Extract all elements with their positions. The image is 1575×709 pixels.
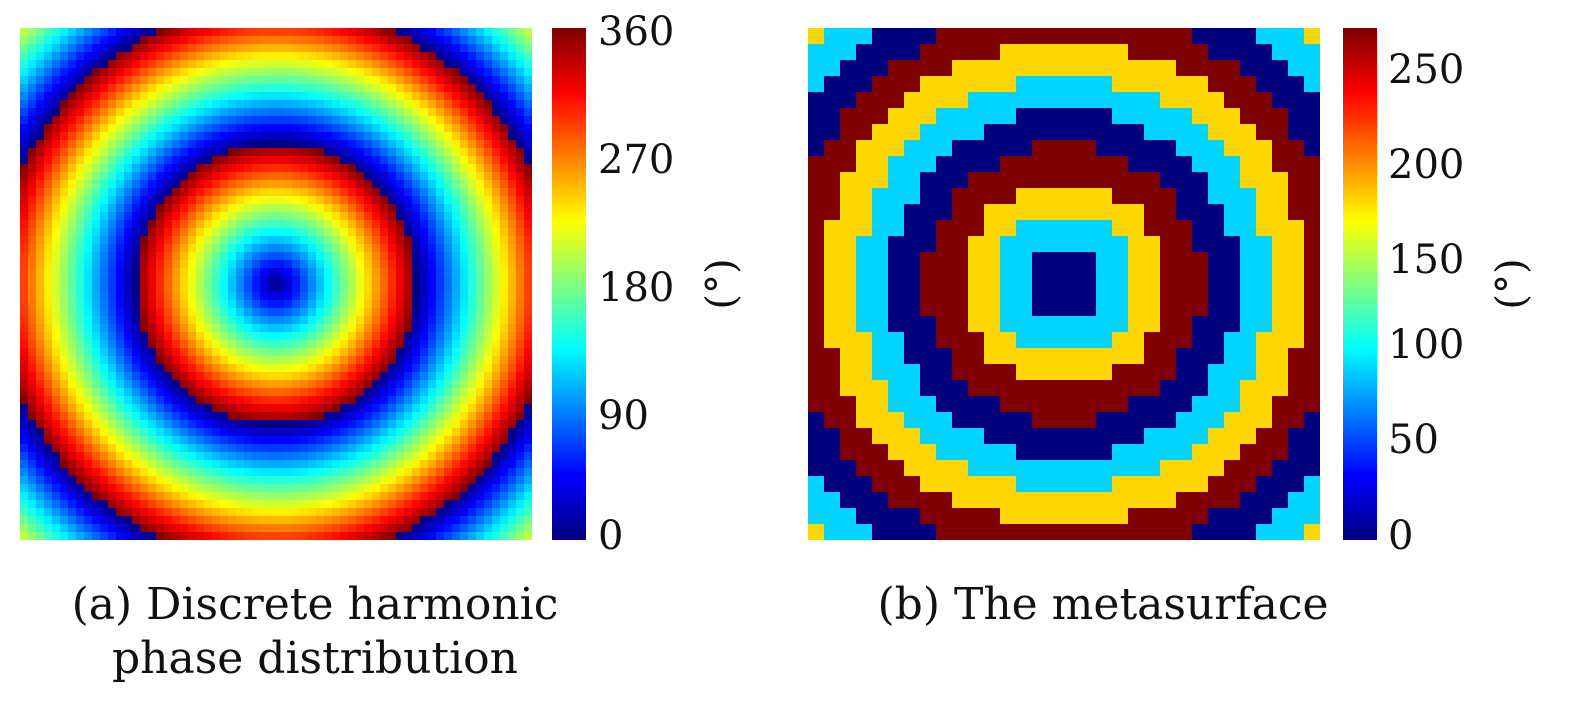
phase-map-a bbox=[20, 28, 532, 540]
caption-a: (a) Discrete harmonic phase distribution bbox=[20, 578, 610, 686]
caption-b-line1: (b) The metasurface bbox=[877, 579, 1329, 630]
colorbar-b-tick: 100 bbox=[1388, 322, 1465, 368]
colorbar-a-tick: 180 bbox=[598, 265, 675, 311]
colorbar-a-tick: 90 bbox=[598, 393, 649, 439]
colorbar-a-tick: 270 bbox=[598, 137, 675, 183]
colorbar-a-unit: (°) bbox=[698, 258, 745, 310]
colorbar-b-tick: 50 bbox=[1388, 417, 1439, 463]
caption-a-line1: (a) Discrete harmonic bbox=[71, 579, 559, 630]
colorbar-b-tick: 150 bbox=[1388, 237, 1465, 283]
phase-map-b bbox=[808, 28, 1320, 540]
caption-a-line2: phase distribution bbox=[111, 633, 519, 684]
colorbar-a bbox=[552, 28, 586, 540]
colorbar-a-tick: 0 bbox=[598, 513, 624, 559]
colorbar-a-tick: 360 bbox=[598, 9, 675, 55]
colorbar-b-tick: 0 bbox=[1388, 513, 1414, 559]
colorbar-b-tick: 250 bbox=[1388, 47, 1465, 93]
caption-b: (b) The metasurface bbox=[808, 578, 1398, 632]
colorbar-b-tick: 200 bbox=[1388, 142, 1465, 188]
colorbar-b-unit: (°) bbox=[1488, 258, 1535, 310]
colorbar-b bbox=[1343, 28, 1377, 540]
